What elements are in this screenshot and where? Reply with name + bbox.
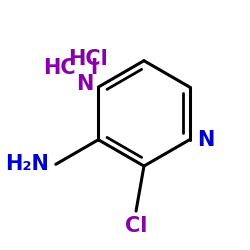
Text: HCl: HCl [68, 50, 108, 70]
Text: HC: HC [43, 58, 76, 78]
Text: Cl: Cl [125, 216, 147, 236]
Text: N: N [197, 130, 215, 150]
Text: N: N [76, 74, 93, 94]
Text: l: l [90, 58, 98, 78]
Text: H₂N: H₂N [5, 154, 49, 174]
